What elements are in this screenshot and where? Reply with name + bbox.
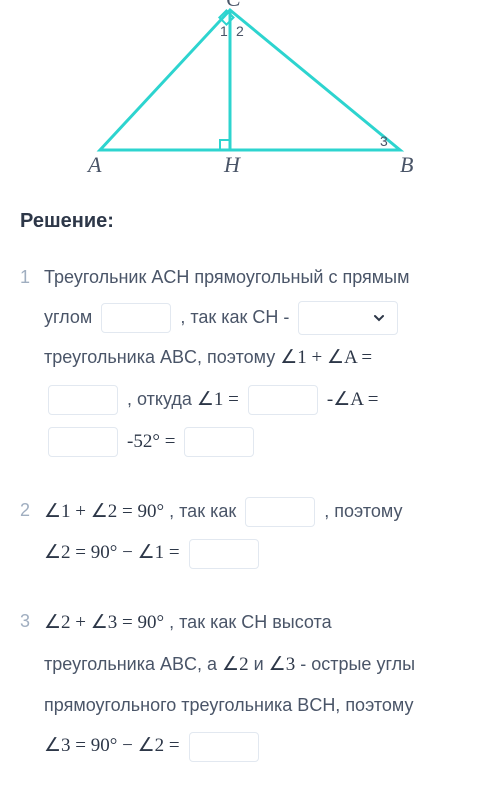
- dropdown-input[interactable]: [298, 301, 398, 335]
- solution-list: 1 Треугольник ACH прямоугольный с прямым…: [20, 258, 480, 767]
- math-expr: ∠1 + ∠A =: [280, 347, 372, 368]
- blank-input[interactable]: [48, 385, 118, 415]
- solution-heading: Решение:: [20, 210, 480, 233]
- solution-step-1: 1 Треугольник ACH прямоугольный с прямым…: [20, 258, 480, 463]
- step-body: Треугольник ACH прямоугольный с прямым у…: [44, 258, 480, 463]
- text: - острые углы: [300, 654, 415, 674]
- chevron-down-icon: [371, 310, 387, 326]
- solution-step-3: 3 ∠2 + ∠3 = 90° , так как CH высота треу…: [20, 602, 480, 767]
- vertex-b-label: B: [400, 152, 413, 177]
- text: , поэтому: [324, 501, 402, 521]
- blank-input[interactable]: [189, 732, 259, 762]
- math-expr: -∠A =: [327, 389, 379, 410]
- vertex-c-label: C: [226, 0, 241, 11]
- blank-input[interactable]: [101, 303, 171, 333]
- solution-step-2: 2 ∠1 + ∠2 = 90° , так как , поэтому ∠2 =…: [20, 491, 480, 575]
- text: , откуда: [127, 389, 197, 409]
- text: и: [254, 654, 269, 674]
- math-expr: ∠3 = 90° − ∠2 =: [44, 735, 180, 756]
- step-number: 2: [20, 491, 30, 575]
- text: треугольника ABC, поэтому: [44, 347, 280, 367]
- math-expr: ∠2 = 90° − ∠1 =: [44, 542, 180, 563]
- text: , так как: [169, 501, 236, 521]
- math-expr: ∠1 + ∠2 = 90°: [44, 501, 164, 522]
- text: углом: [44, 307, 92, 327]
- triangle-abc: [100, 10, 400, 150]
- step-body: ∠1 + ∠2 = 90° , так как , поэтому ∠2 = 9…: [44, 491, 480, 575]
- math-expr: -52° =: [127, 431, 175, 452]
- angle-3-label: 3: [380, 133, 388, 149]
- blank-input[interactable]: [184, 427, 254, 457]
- vertex-h-label: H: [223, 152, 241, 177]
- triangle-diagram: A B C H 1 2 3: [80, 0, 420, 180]
- text: , так как CH высота: [169, 612, 331, 632]
- math-expr: ∠2: [222, 654, 249, 675]
- blank-input[interactable]: [189, 539, 259, 569]
- blank-input[interactable]: [245, 497, 315, 527]
- angle-1-label: 1: [220, 23, 228, 39]
- step-number: 1: [20, 258, 30, 463]
- math-expr: ∠3: [269, 654, 296, 675]
- math-expr: ∠2 + ∠3 = 90°: [44, 612, 164, 633]
- step-number: 3: [20, 602, 30, 767]
- diagram-container: A B C H 1 2 3: [20, 0, 480, 180]
- text: треугольника ABC, а: [44, 654, 222, 674]
- text: прямоугольного треугольника BCH, поэтому: [44, 695, 413, 715]
- blank-input[interactable]: [248, 385, 318, 415]
- text: Треугольник ACH прямоугольный с прямым: [44, 267, 409, 287]
- text: , так как CH -: [180, 307, 289, 327]
- angle-2-label: 2: [236, 23, 244, 39]
- blank-input[interactable]: [48, 427, 118, 457]
- step-body: ∠2 + ∠3 = 90° , так как CH высота треуго…: [44, 602, 480, 767]
- vertex-a-label: A: [86, 152, 102, 177]
- math-expr: ∠1 =: [197, 389, 239, 410]
